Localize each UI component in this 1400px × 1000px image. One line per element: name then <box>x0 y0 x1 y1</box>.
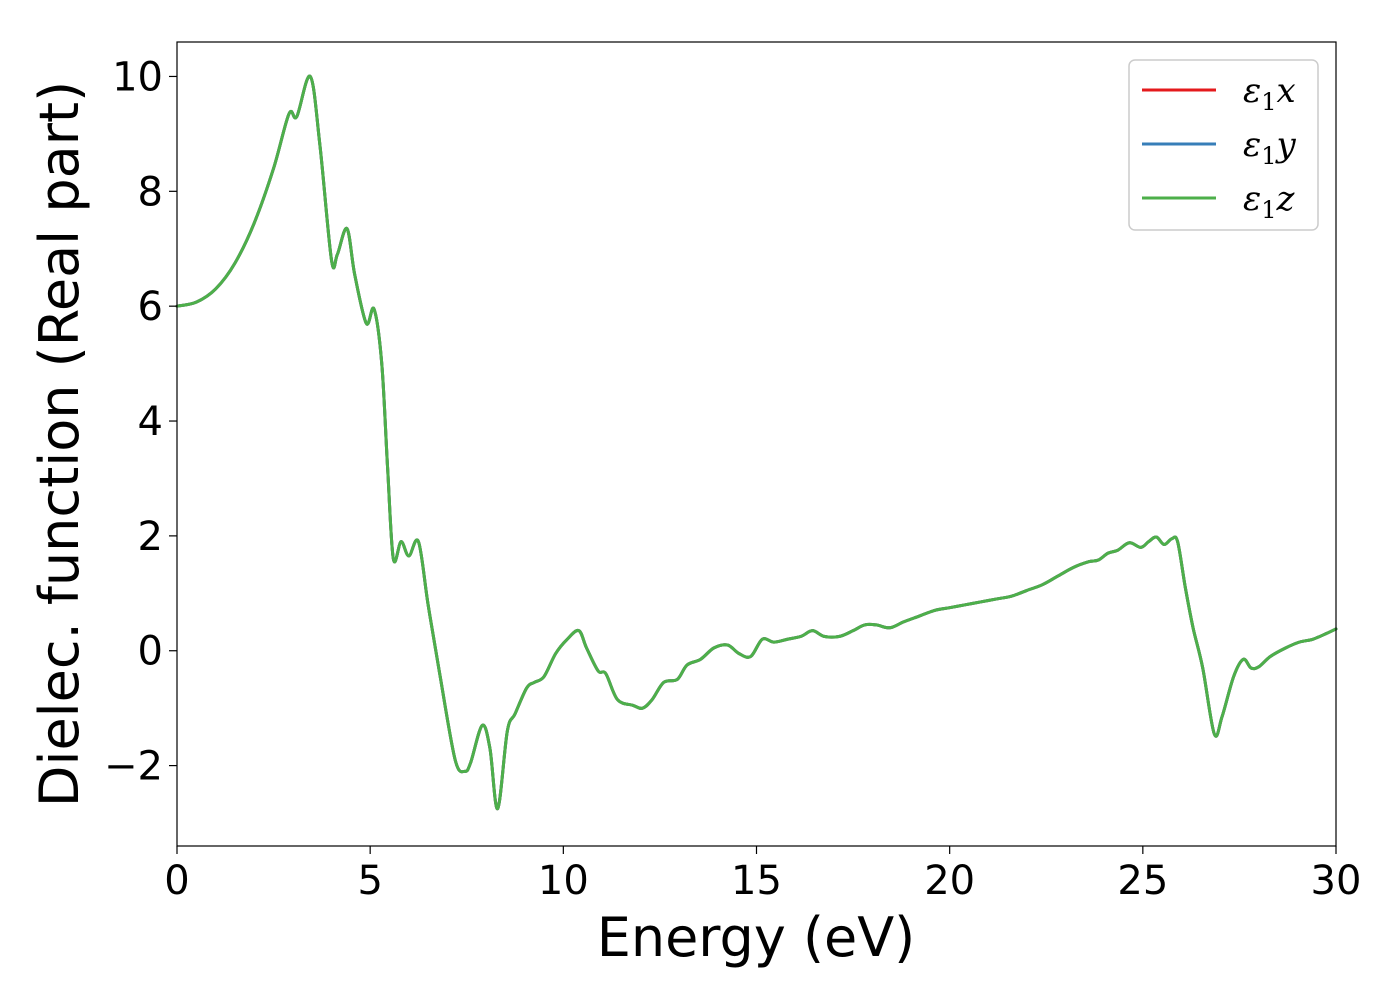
legend-box <box>1128 59 1319 231</box>
x-axis-title: Energy (eV) <box>597 906 916 969</box>
y-tick-label: 8 <box>138 169 163 215</box>
y-tick-label: 6 <box>138 284 163 330</box>
series-layer <box>175 74 1338 811</box>
y-axis-ticks: −2 0 2 4 6 8 10 <box>104 54 177 790</box>
x-axis-ticks: 0 5 10 15 20 25 30 <box>164 846 1361 904</box>
x-tick-label: 15 <box>731 858 782 904</box>
y-tick-label: −2 <box>104 744 163 790</box>
x-tick-label: 20 <box>924 858 975 904</box>
x-tick-label: 25 <box>1117 858 1168 904</box>
x-tick-label: 30 <box>1311 858 1362 904</box>
legend-label: ε1x <box>1243 71 1296 116</box>
x-tick-label: 0 <box>164 858 189 904</box>
legend-label: ε1z <box>1243 179 1296 224</box>
series-line-3 <box>175 74 1338 811</box>
x-tick-label: 5 <box>357 858 382 904</box>
y-tick-label: 2 <box>138 514 163 560</box>
y-tick-label: 10 <box>112 54 163 100</box>
y-tick-label: 0 <box>138 629 163 675</box>
y-axis-title: Dielec. function (Real part) <box>28 81 91 807</box>
legend-items: ε1x ε1y ε1z <box>1142 71 1297 224</box>
legend-label: ε1y <box>1243 125 1297 170</box>
x-tick-label: 10 <box>538 858 589 904</box>
legend: ε1x ε1y ε1z <box>1128 59 1319 231</box>
y-tick-label: 4 <box>138 399 163 445</box>
